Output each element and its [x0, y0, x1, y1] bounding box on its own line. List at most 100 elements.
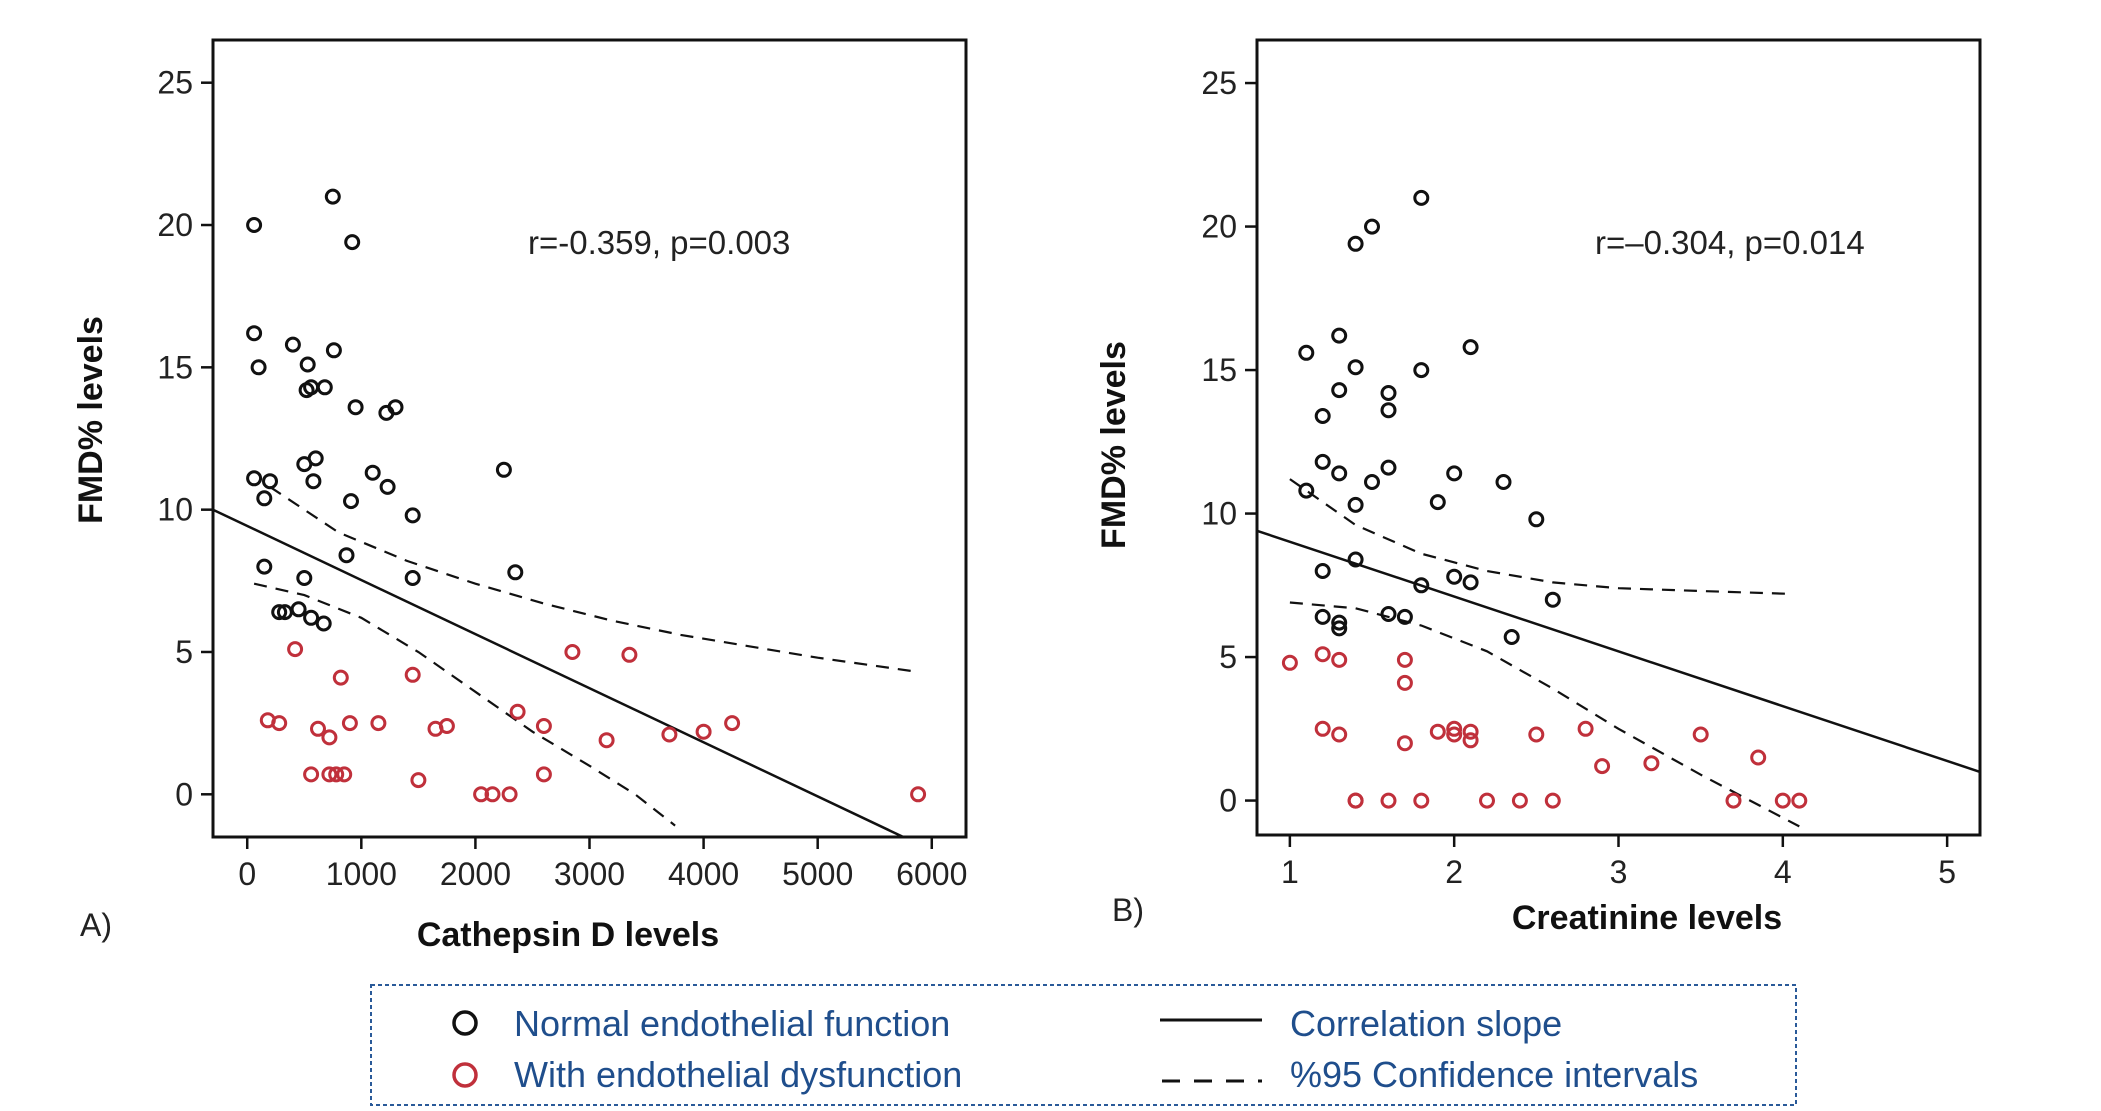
panel-a-normal-point	[347, 399, 364, 416]
panel-b-x-tick-label: 4	[1774, 854, 1792, 890]
panel-b-dysfunction-point	[1462, 732, 1479, 749]
panel-a-correlation-slope-line	[213, 508, 904, 837]
panel-a-dysfunction-point	[724, 715, 741, 732]
panel-a-y-tick-label: 25	[157, 65, 193, 101]
panel-a-normal-point	[404, 507, 421, 524]
panel-b-normal-point	[1364, 474, 1380, 490]
panel-b-normal-point	[1446, 568, 1463, 585]
legend-dysfunction-label: With endothelial dysfunction	[514, 1054, 962, 1095]
panel-b-x-tick-label: 2	[1445, 854, 1463, 890]
panel-a-normal-point	[262, 473, 278, 490]
panel-b-y-tick-label: 5	[1219, 639, 1237, 675]
panel-a-normal-point	[324, 188, 341, 205]
panel-b-normal-point	[1331, 465, 1348, 482]
panel-b-normal-point	[1331, 614, 1348, 631]
panel-a-normal-point	[495, 461, 512, 478]
panel-a-normal-point	[284, 336, 301, 353]
panel-a-dysfunction-point	[321, 766, 338, 783]
panel-b-normal-point	[1429, 494, 1446, 511]
panel-b-normal-point	[1503, 629, 1520, 645]
panel-a-dysfunction-point	[271, 715, 288, 732]
panel-b-ci-lower-line	[1289, 601, 1800, 828]
panel-b-x-tick-label: 1	[1281, 854, 1299, 890]
panel-b-dysfunction-point	[1750, 749, 1767, 766]
panel-a-normal-point	[305, 473, 322, 490]
panel-b-label: B)	[1112, 892, 1144, 928]
panel-b-dysfunction-point	[1544, 792, 1561, 809]
panel-a-plot-frame	[211, 38, 968, 839]
panel-b-dysfunction-point	[1643, 755, 1660, 772]
panel-b-normal-point	[1314, 453, 1331, 470]
panel-b-normal-point	[1347, 235, 1364, 252]
panel-a-normal-point	[271, 604, 288, 621]
panel-a-x-tick-label: 2000	[440, 856, 511, 892]
panel-b-dysfunction-point	[1462, 723, 1479, 740]
panel-b-chart: 1 2 3 4 5 0 5 10 15 20 25 Creatinine levels FMD% lev…	[1095, 38, 1982, 937]
panel-a-x-axis-title: Cathepsin D levels	[417, 916, 719, 954]
panel-b-dysfunction-point	[1396, 735, 1413, 752]
panel-b-normal-point	[1380, 459, 1397, 476]
panel-a-x-tick-label: 1000	[326, 856, 397, 892]
panel-b-normal-point	[1347, 551, 1364, 568]
panel-a-dysfunction-point	[370, 715, 387, 732]
panel-b-normal-point	[1314, 563, 1331, 579]
panel-b-normal-point	[1347, 359, 1364, 376]
panel-a-normal-point	[246, 325, 263, 342]
panel-b-y-tick-label: 15	[1201, 352, 1237, 388]
panel-a-dysfunction-point	[287, 641, 304, 658]
panel-a-normal-point	[364, 464, 381, 481]
panel-b-normal-point	[1528, 511, 1545, 528]
panel-b-normal-point	[1446, 465, 1463, 482]
panel-b-y-tick-label: 10	[1201, 496, 1237, 532]
panel-b-normal-point	[1380, 606, 1397, 622]
panel-b-y-tick-label: 25	[1201, 65, 1237, 101]
panel-a-normal-point	[299, 356, 316, 373]
panel-a-x-tick-label: 0	[238, 856, 256, 892]
panel-a-dysfunction-point	[535, 766, 552, 783]
legend-dysfunction-marker	[452, 1062, 478, 1088]
panel-b-y-tick-label: 20	[1201, 209, 1237, 245]
panel-b-normal-point	[1396, 608, 1413, 625]
panel-b-ci-upper-line	[1289, 478, 1792, 595]
panel-a-y-tick-label: 15	[157, 349, 193, 385]
panel-a-dysfunction-point	[336, 766, 353, 783]
panel-a-dysfunction-point	[438, 718, 455, 734]
panel-a-dysfunction-point	[695, 723, 712, 740]
panel-a-normal-point	[296, 570, 313, 586]
panel-a-dysfunction-point	[404, 666, 421, 683]
panel-b-x-tick-label: 5	[1938, 854, 1956, 890]
panel-a-x-tick-label: 5000	[782, 856, 853, 892]
panel-a-dysfunction-point	[410, 772, 427, 789]
panel-b-normal-point	[1314, 408, 1331, 424]
panel-a-y-tick-label: 10	[157, 492, 193, 528]
panel-b-dysfunction-point	[1511, 792, 1528, 809]
panel-a-dysfunction-point	[341, 715, 358, 732]
panel-a-dysfunction-point	[621, 646, 638, 663]
legend-box	[370, 984, 1797, 1106]
panel-b-dysfunction-point	[1429, 723, 1446, 740]
panel-b-normal-point	[1314, 608, 1331, 625]
panel-b-dysfunction-point	[1594, 758, 1611, 775]
panel-a-normal-point	[404, 570, 421, 586]
legend-slope-label: Correlation slope	[1290, 1003, 1562, 1044]
panel-a-normal-point	[256, 558, 273, 575]
panel-b-x-tick-label: 3	[1610, 854, 1628, 890]
panel-b-dysfunction-point	[1314, 720, 1331, 737]
panel-a-dysfunction-point	[509, 703, 526, 720]
panel-b-normal-point	[1347, 496, 1364, 513]
panel-b-x-axis-title: Creatinine levels	[1512, 899, 1782, 937]
panel-b-dysfunction-point	[1396, 674, 1413, 691]
panel-b-normal-point	[1380, 385, 1397, 401]
panel-a-normal-point	[343, 493, 359, 510]
panel-b-normal-point	[1364, 218, 1380, 235]
panel-a-dysfunction-point	[332, 669, 349, 686]
panel-b-dysfunction-point	[1479, 792, 1495, 809]
panel-b-y-tick-label: 0	[1219, 783, 1237, 819]
panel-b-normal-point	[1298, 344, 1315, 361]
legend: Normal endothelial function With endothe…	[370, 984, 1797, 1106]
panel-a-chart: 0 1000 2000 3000 4000 5000 6000 0 5 10 15 20 25 Cathe…	[72, 38, 968, 954]
legend-normal-label: Normal endothelial function	[514, 1003, 950, 1044]
panel-a-normal-point	[250, 359, 267, 376]
panel-b-data-layer	[1257, 189, 1980, 828]
panel-b-dysfunction-point	[1380, 792, 1397, 809]
